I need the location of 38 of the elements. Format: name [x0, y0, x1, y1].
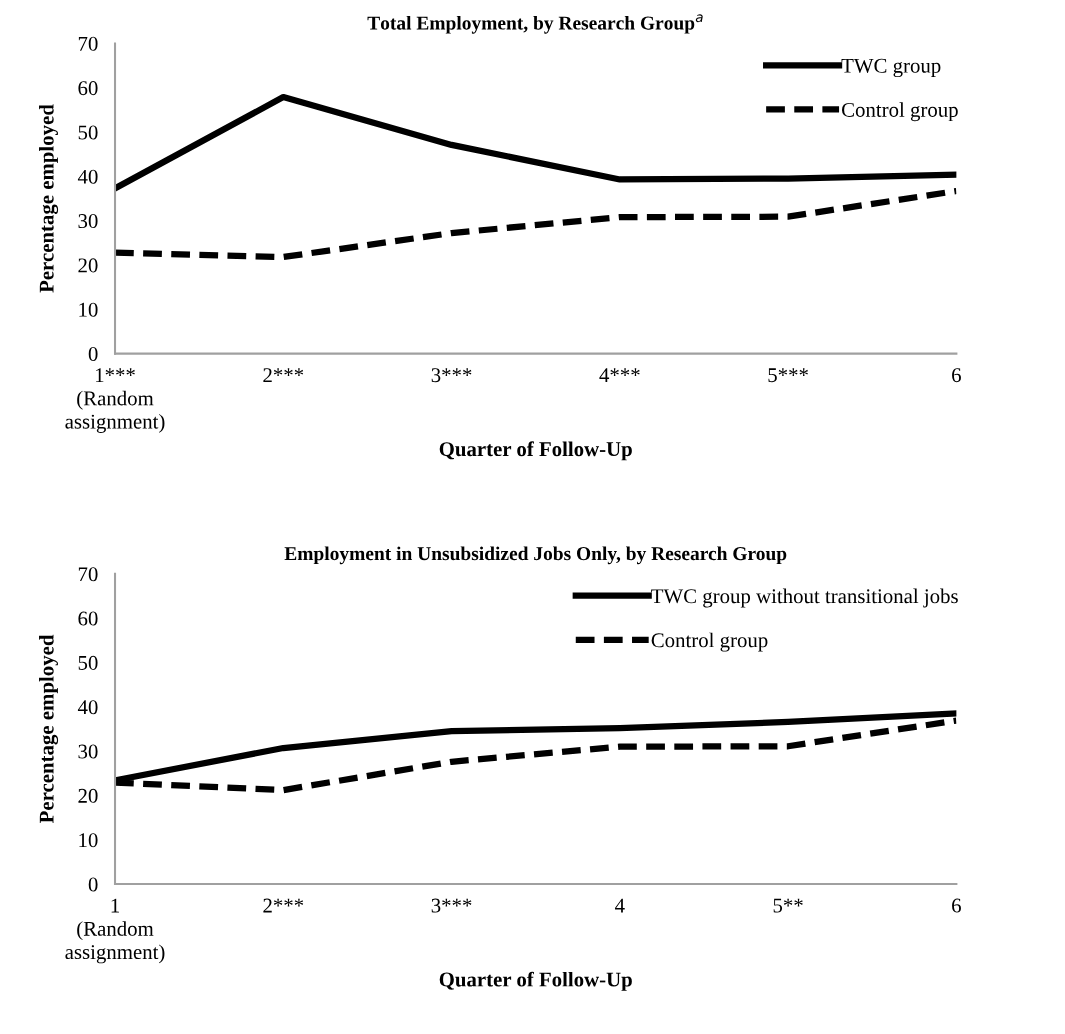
y-tick-label: 20 — [78, 788, 98, 803]
x-axis-title: Quarter of Follow-Up — [439, 971, 632, 991]
y-tick-label: 60 — [78, 611, 98, 626]
x-tick-label: 5*** — [768, 368, 808, 383]
y-tick-label: 10 — [79, 833, 98, 848]
y-tick-label: 60 — [78, 81, 98, 96]
legend-label: Control group — [842, 102, 958, 122]
y-axis-title: Percentage employed — [39, 104, 59, 293]
y-tick-label: 0 — [88, 877, 98, 892]
y-tick-label: 50 — [78, 125, 98, 140]
x-tick-label: 3*** — [431, 368, 472, 383]
legend-label: TWC group — [841, 58, 941, 78]
y-tick-label: 70 — [78, 567, 98, 582]
y-tick-label: 70 — [78, 36, 98, 51]
x-tick-label: 6 — [952, 368, 961, 383]
y-tick-label: 30 — [78, 744, 98, 759]
x-tick-label: 6 — [952, 898, 961, 913]
x-tick-label: 3*** — [431, 898, 472, 913]
x-tick-label: 2*** — [263, 898, 304, 913]
legend-label: TWC group without transitional jobs — [651, 588, 958, 608]
y-tick-label: 40 — [77, 169, 98, 184]
x-axis-title: Quarter of Follow-Up — [439, 441, 632, 461]
chart-title: Total Employment, by Research Group$^{a}$ — [367, 14, 703, 34]
y-tick-label: 0 — [88, 347, 98, 362]
x-tick-label: 4*** — [599, 368, 640, 382]
x-tick-label: 1*** (Random assignment) — [65, 368, 165, 433]
y-tick-label: 40 — [77, 700, 98, 715]
y-tick-label: 50 — [78, 655, 98, 670]
y-tick-label: 30 — [78, 214, 98, 229]
y-tick-label: 10 — [79, 302, 98, 317]
y-tick-label: 20 — [78, 258, 98, 273]
x-tick-label: 4 — [615, 898, 625, 913]
y-axis-title: Percentage employed — [39, 634, 59, 824]
x-tick-label: 5** — [773, 898, 803, 913]
legend-label: Control group — [651, 632, 768, 652]
x-tick-label: 1 (Random assignment) — [65, 898, 165, 964]
chart-title: Employment in Unsubsidized Jobs Only, by Research Group — [284, 546, 787, 565]
x-tick-label: 2*** — [263, 368, 304, 382]
